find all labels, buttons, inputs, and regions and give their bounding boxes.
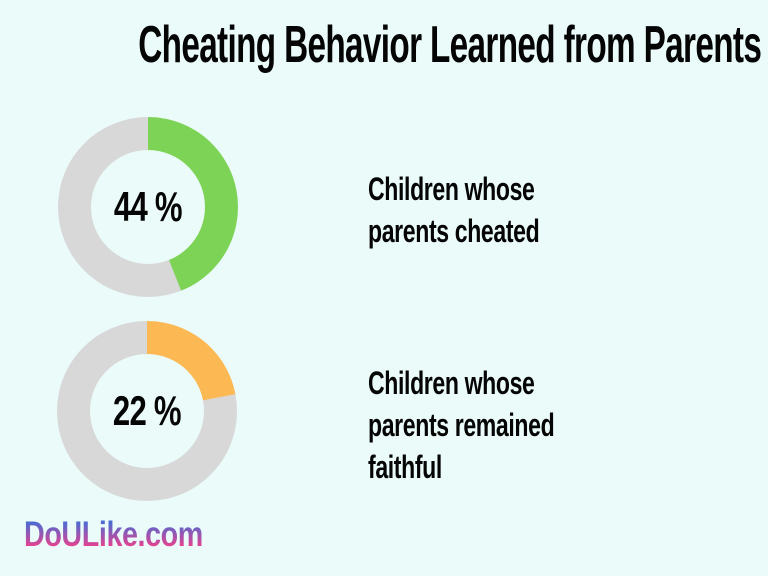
donut-hole: 22 % — [90, 354, 204, 468]
donut-chart-parents-cheated: 44 % — [58, 117, 238, 297]
label-line: Children whose — [368, 171, 535, 207]
donut-label-parents-cheated: Children whose parents cheated — [368, 168, 540, 252]
chart-title: Cheating Behavior Learned from Parents — [138, 16, 762, 74]
donut-hole: 44 % — [91, 150, 205, 264]
label-line: parents remained — [368, 407, 555, 443]
label-line: parents cheated — [368, 213, 540, 249]
site-logo-text: DoULike.com — [24, 515, 203, 554]
percent-value-parents-faithful: 22 % — [113, 387, 182, 434]
percent-value-parents-cheated: 44 % — [114, 183, 183, 230]
label-line: faithful — [368, 449, 442, 485]
donut-chart-parents-faithful: 22 % — [57, 321, 237, 501]
donut-label-parents-faithful: Children whose parents remained faithful — [368, 362, 555, 488]
label-line: Children whose — [368, 365, 535, 401]
